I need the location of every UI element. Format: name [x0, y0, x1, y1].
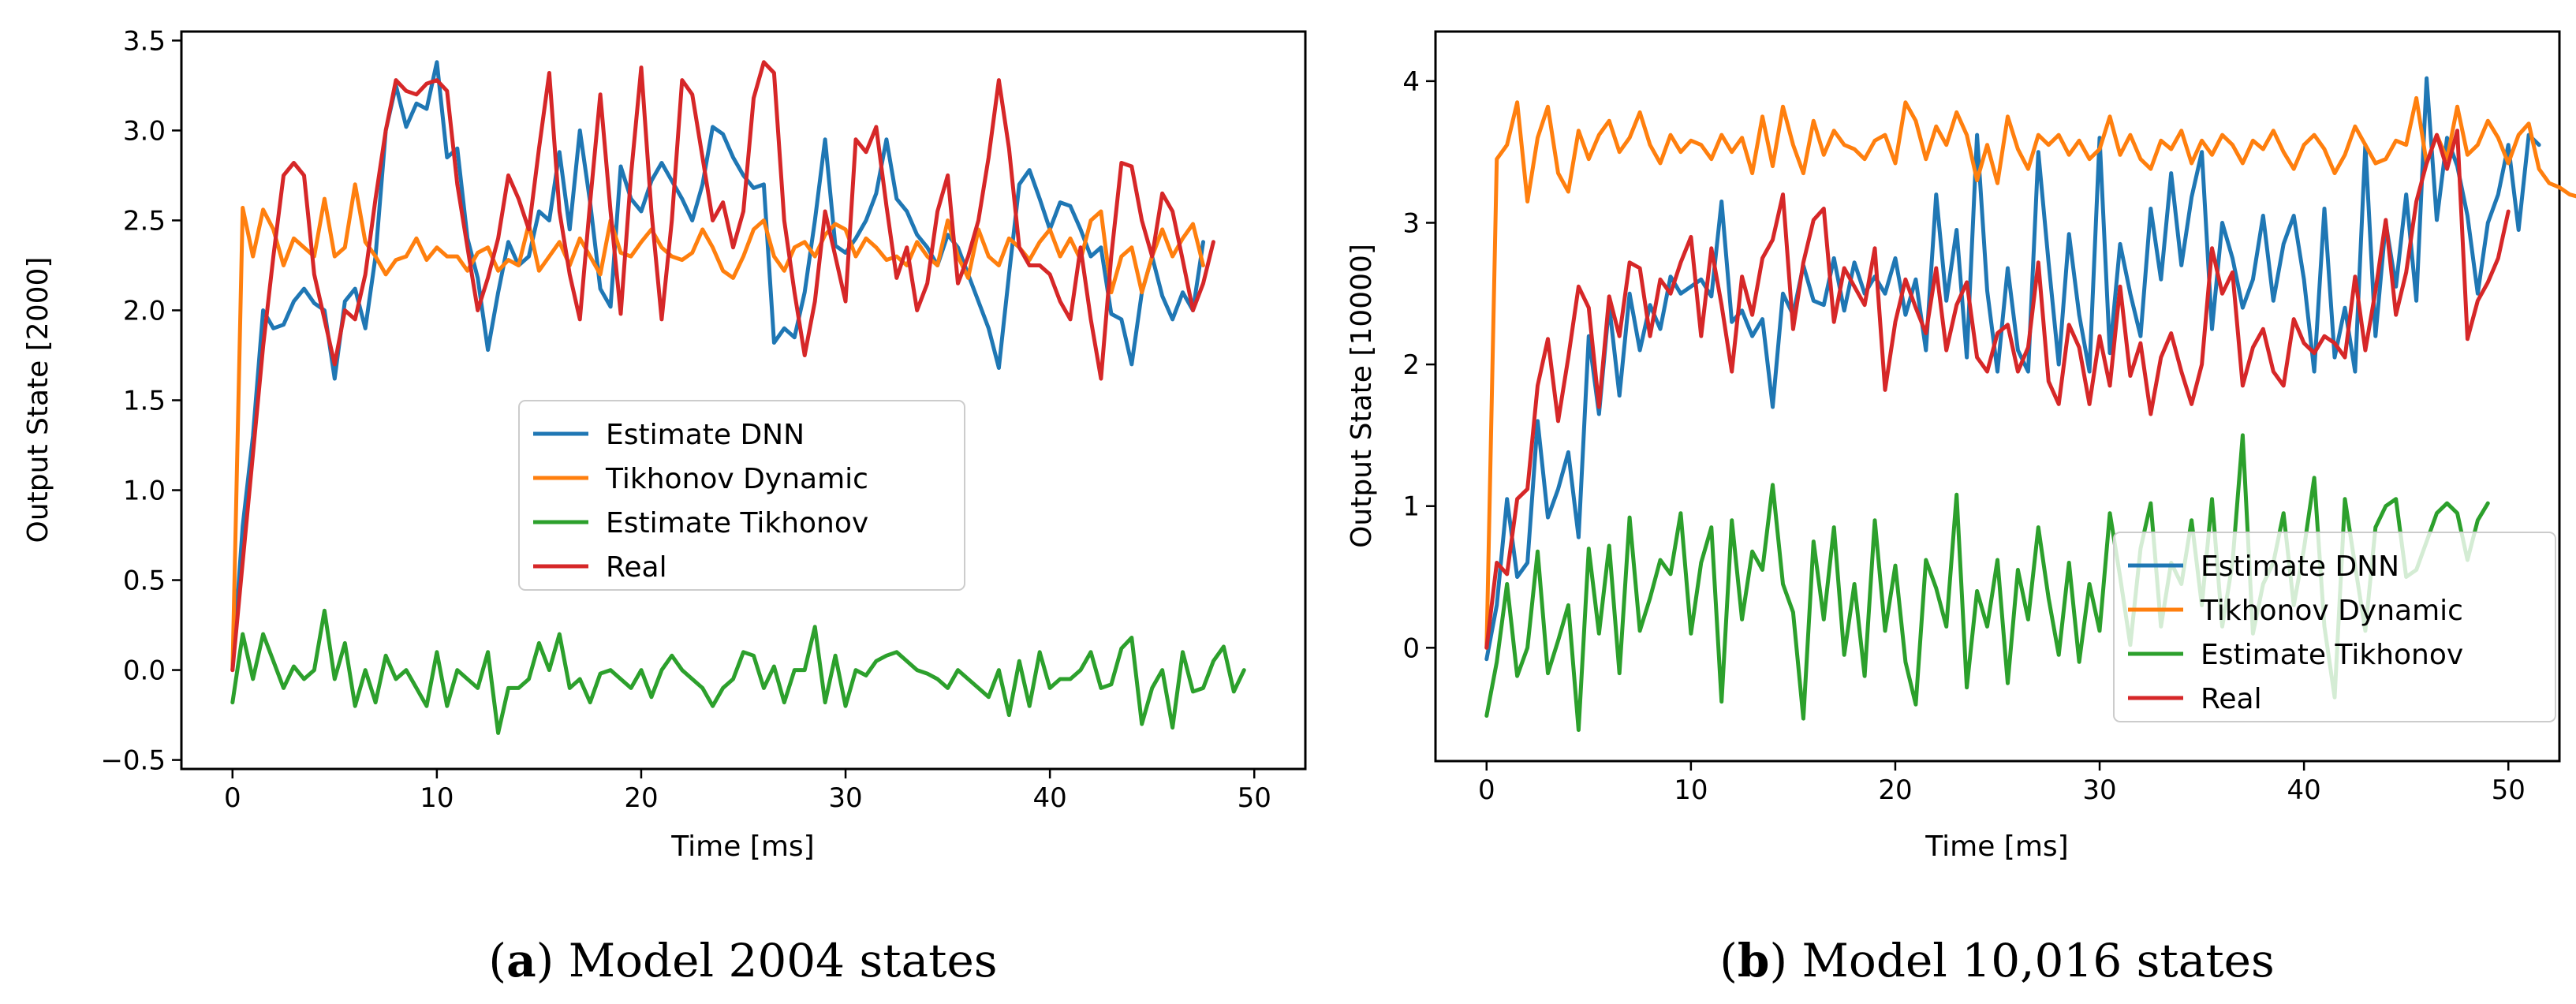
chart-panel-b: 0 10 20 30 40 50 0 1 2 3 4 Time [ms] Output State …	[1346, 30, 2576, 987]
legend-label-b-tikhonov-dynamic: Tikhonov Dynamic	[2200, 595, 2463, 627]
caption-a: (a) Model 2004 states	[488, 934, 997, 987]
x-axis-label-b: Time [ms]	[1925, 830, 2068, 863]
y-axis-label-b: Output State [10000]	[1346, 244, 1378, 548]
series-line-b-real	[1484, 129, 2511, 650]
legend-label-a-estimate-dnn: Estimate DNN	[606, 419, 805, 451]
x-tick-label-a: 30	[828, 782, 862, 814]
x-tick-label-a: 20	[624, 782, 658, 814]
x-axis-label-a: Time [ms]	[670, 830, 814, 863]
y-tick-label-b: 4	[1402, 66, 1420, 98]
series-line-b-tikhonov-dynamic	[1484, 95, 2576, 650]
legend-label-a-estimate-tikhonov: Estimate Tikhonov	[606, 507, 868, 539]
legend-box-b	[2113, 532, 2556, 722]
y-tick-label-b: 3	[1402, 207, 1420, 239]
legend-label-b-estimate-dnn: Estimate DNN	[2201, 551, 2399, 583]
legend-label-b-estimate-tikhonov: Estimate Tikhonov	[2201, 639, 2463, 671]
y-tick-label-a: 0.5	[123, 565, 166, 597]
series-line-a-estimate-tikhonov	[230, 608, 1246, 735]
caption-b: (b) Model 10,016 states	[1719, 934, 2274, 987]
y-tick-label-a: 1.5	[123, 386, 166, 417]
y-axis-label-a: Output State [2000]	[22, 257, 54, 543]
caption-a-letter: a	[506, 934, 536, 987]
ticks-a: 0 10 20 30 40 50 −0.5 0.0 0.5 1.0 1.5 2.0 2.5 3.0 3.5	[100, 25, 1271, 814]
chart-panel-a: 0 10 20 30 40 50−0.50.00.51.01.52.02.53.03.5 …	[22, 25, 1307, 987]
caption-b-letter: b	[1738, 934, 1770, 987]
legend-a: Estimate DNN Tikhonov Dynamic Estimate Tik…	[518, 400, 965, 591]
y-tick-label-b: 2	[1402, 349, 1420, 381]
y-tick-label-a: 2.5	[123, 205, 166, 237]
series-layer-b	[1484, 76, 2576, 732]
series-line-a-real	[230, 60, 1215, 673]
legend-label-b-real: Real	[2201, 683, 2262, 715]
x-tick-label-a: 0	[224, 782, 241, 814]
x-tick-label-b: 30	[2082, 774, 2116, 806]
x-tick-label-b: 10	[1674, 774, 1708, 806]
x-tick-label-a: 50	[1238, 782, 1271, 814]
x-tick-label-a: 40	[1033, 782, 1067, 814]
x-tick-label-b: 20	[1878, 774, 1912, 806]
y-tick-label-b: 1	[1402, 491, 1420, 523]
legend-b: Estimate DNN Tikhonov Dynamic Estimate Tik…	[2113, 532, 2556, 722]
series-layer-a	[230, 60, 1246, 735]
y-tick-label-a: 0.0	[123, 655, 166, 687]
y-tick-label-a: 3.5	[123, 25, 166, 57]
ticks-b: 0 10 20 30 40 50 0 1 2 3 4	[1402, 66, 2526, 806]
y-tick-label-b: 0	[1402, 633, 1420, 664]
series-line-a-tikhonov-dynamic	[230, 182, 1205, 673]
series-line-b-estimate-dnn	[1484, 76, 2541, 662]
y-tick-label-a: −0.5	[100, 745, 166, 777]
plot-area-frame-b	[1434, 30, 2561, 763]
caption-b-text: Model 10,016 states	[1802, 934, 2275, 987]
x-tick-label-b: 50	[2492, 774, 2526, 806]
caption-a-text: Model 2004 states	[569, 934, 998, 987]
y-tick-label-a: 3.0	[123, 115, 166, 147]
legend-box-a	[518, 400, 965, 591]
legend-label-a-tikhonov-dynamic: Tikhonov Dynamic	[605, 463, 868, 495]
x-tick-label-b: 40	[2287, 774, 2321, 806]
legend-label-a-real: Real	[606, 551, 667, 584]
y-tick-label-a: 2.0	[123, 295, 166, 327]
y-tick-label-a: 1.0	[123, 476, 166, 507]
x-tick-label-a: 10	[420, 782, 454, 814]
x-tick-label-b: 0	[1478, 774, 1495, 806]
